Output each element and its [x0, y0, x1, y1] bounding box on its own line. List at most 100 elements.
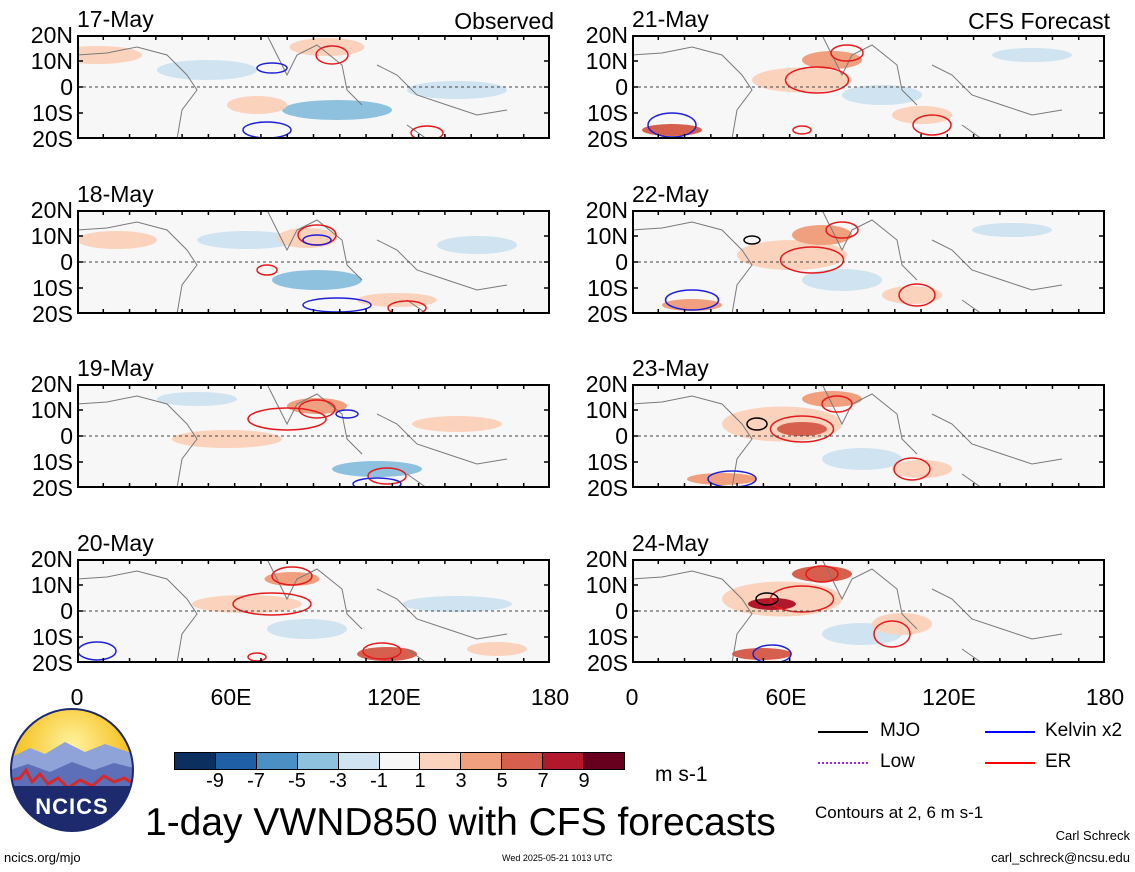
colorbar-swatch-11 [583, 753, 624, 769]
colorbar-tick-3: -5 [288, 770, 306, 792]
lat-label-7-3: 10S [587, 449, 628, 475]
lat-label-2-1: 10N [30, 223, 73, 249]
lon-label-180-right: 180 [1085, 684, 1125, 710]
map-panel-3 [77, 384, 550, 488]
panel-date-6: 22-May [632, 181, 709, 207]
map-panel-6 [632, 210, 1105, 314]
legend-line-low [818, 762, 868, 764]
colorbar-swatch-4 [296, 753, 338, 769]
colorbar-tick-1: -9 [206, 770, 224, 792]
lat-label-5-4: 20S [587, 126, 628, 152]
panel-date-8: 24-May [632, 530, 709, 556]
lat-label-4-3: 10S [32, 624, 73, 650]
legend-label-mjo: MJO [880, 720, 921, 741]
colorbar-swatch-8 [460, 753, 502, 769]
panel-date-1: 17-May [77, 6, 154, 32]
colorbar-swatch-3 [255, 753, 297, 769]
lon-label-60e-right: 60E [765, 684, 807, 710]
lat-label-2-2: 0 [60, 249, 73, 275]
lat-label-8-4: 20S [587, 650, 628, 676]
panel-date-2: 18-May [77, 181, 154, 207]
lat-label-3-4: 20S [32, 475, 73, 501]
colorbar-tick-7: 3 [455, 770, 467, 792]
lat-label-3-3: 10S [32, 449, 73, 475]
legend-label-kelvin: Kelvin x2 [1045, 720, 1123, 741]
legend-line-kelvin [985, 731, 1035, 733]
map-panel-5 [632, 35, 1105, 139]
lat-label-5-1: 10N [585, 48, 628, 74]
lat-label-2-3: 10S [32, 275, 73, 301]
lon-label-120e: 120E [367, 684, 421, 710]
lat-label-8-2: 0 [615, 598, 628, 624]
footer-timestamp: Wed 2025-05-21 1013 UTC [502, 853, 613, 863]
lat-label-1-4: 20S [32, 126, 73, 152]
lon-label-0-right: 0 [625, 684, 639, 710]
panel-date-3: 19-May [77, 355, 154, 381]
colorbar-tick-4: -3 [329, 770, 347, 792]
lat-label-3-0: 20N [30, 371, 73, 397]
map-panel-8 [632, 559, 1105, 663]
panel-date-4: 20-May [77, 530, 154, 556]
lat-label-7-4: 20S [587, 475, 628, 501]
lon-label-120e-right: 120E [922, 684, 976, 710]
footer-email[interactable]: carl_schreck@ncsu.edu [991, 850, 1130, 865]
panel-date-5: 21-May [632, 6, 709, 32]
lat-label-1-3: 10S [32, 100, 73, 126]
logo-text: NCICS [35, 794, 108, 819]
colorbar-swatch-2 [214, 753, 256, 769]
legend-line-mjo [818, 731, 868, 733]
footer-url[interactable]: ncics.org/mjo [4, 850, 81, 865]
ncics-logo: NCICS [10, 708, 134, 832]
map-panel-7 [632, 384, 1105, 488]
colorbar-tick-8: 5 [496, 770, 508, 792]
map-panel-4 [77, 559, 550, 663]
lat-label-6-0: 20N [585, 197, 628, 223]
lat-label-8-0: 20N [585, 546, 628, 572]
legend-label-er: ER [1045, 751, 1072, 772]
colorbar-tick-2: -7 [247, 770, 265, 792]
lat-label-8-1: 10N [585, 572, 628, 598]
lat-label-4-1: 10N [30, 572, 73, 598]
map-panel-2 [77, 210, 550, 314]
legend-label-low: Low [880, 751, 915, 772]
colorbar-tick-5: -1 [370, 770, 388, 792]
colorbar-swatch-10 [542, 753, 584, 769]
lat-label-1-2: 0 [60, 74, 73, 100]
colorbar-swatch-5 [337, 753, 379, 769]
observed-label: Observed [454, 8, 554, 34]
lat-label-7-0: 20N [585, 371, 628, 397]
colorbar-units: m s-1 [655, 763, 708, 786]
lat-label-6-4: 20S [587, 301, 628, 327]
footer-author: Carl Schreck [1055, 828, 1130, 843]
lat-label-5-2: 0 [615, 74, 628, 100]
lat-label-7-2: 0 [615, 423, 628, 449]
lat-label-1-1: 10N [30, 48, 73, 74]
colorbar-swatch-1 [175, 753, 215, 769]
panel-date-7: 23-May [632, 355, 709, 381]
lat-label-2-4: 20S [32, 301, 73, 327]
colorbar-tick-6: 1 [414, 770, 426, 792]
lon-label-0: 0 [70, 684, 84, 710]
colorbar [174, 752, 625, 770]
lat-label-2-0: 20N [30, 197, 73, 223]
lat-label-1-0: 20N [30, 22, 73, 48]
page-title: 1-day VWND850 with CFS forecasts [145, 801, 776, 844]
colorbar-swatch-6 [378, 753, 420, 769]
forecast-label: CFS Forecast [968, 8, 1110, 34]
lon-label-180: 180 [530, 684, 570, 710]
contours-note: Contours at 2, 6 m s-1 [815, 803, 984, 822]
map-panel-1 [77, 35, 550, 139]
lat-label-5-0: 20N [585, 22, 628, 48]
lat-label-7-1: 10N [585, 397, 628, 423]
lat-label-4-4: 20S [32, 650, 73, 676]
colorbar-tick-10: 9 [578, 770, 590, 792]
lat-label-3-2: 0 [60, 423, 73, 449]
lat-label-8-3: 10S [587, 624, 628, 650]
lat-label-3-1: 10N [30, 397, 73, 423]
legend-line-er [985, 762, 1035, 764]
lat-label-6-1: 10N [585, 223, 628, 249]
lat-label-5-3: 10S [587, 100, 628, 126]
lat-label-4-0: 20N [30, 546, 73, 572]
lat-label-6-3: 10S [587, 275, 628, 301]
colorbar-swatch-9 [501, 753, 543, 769]
